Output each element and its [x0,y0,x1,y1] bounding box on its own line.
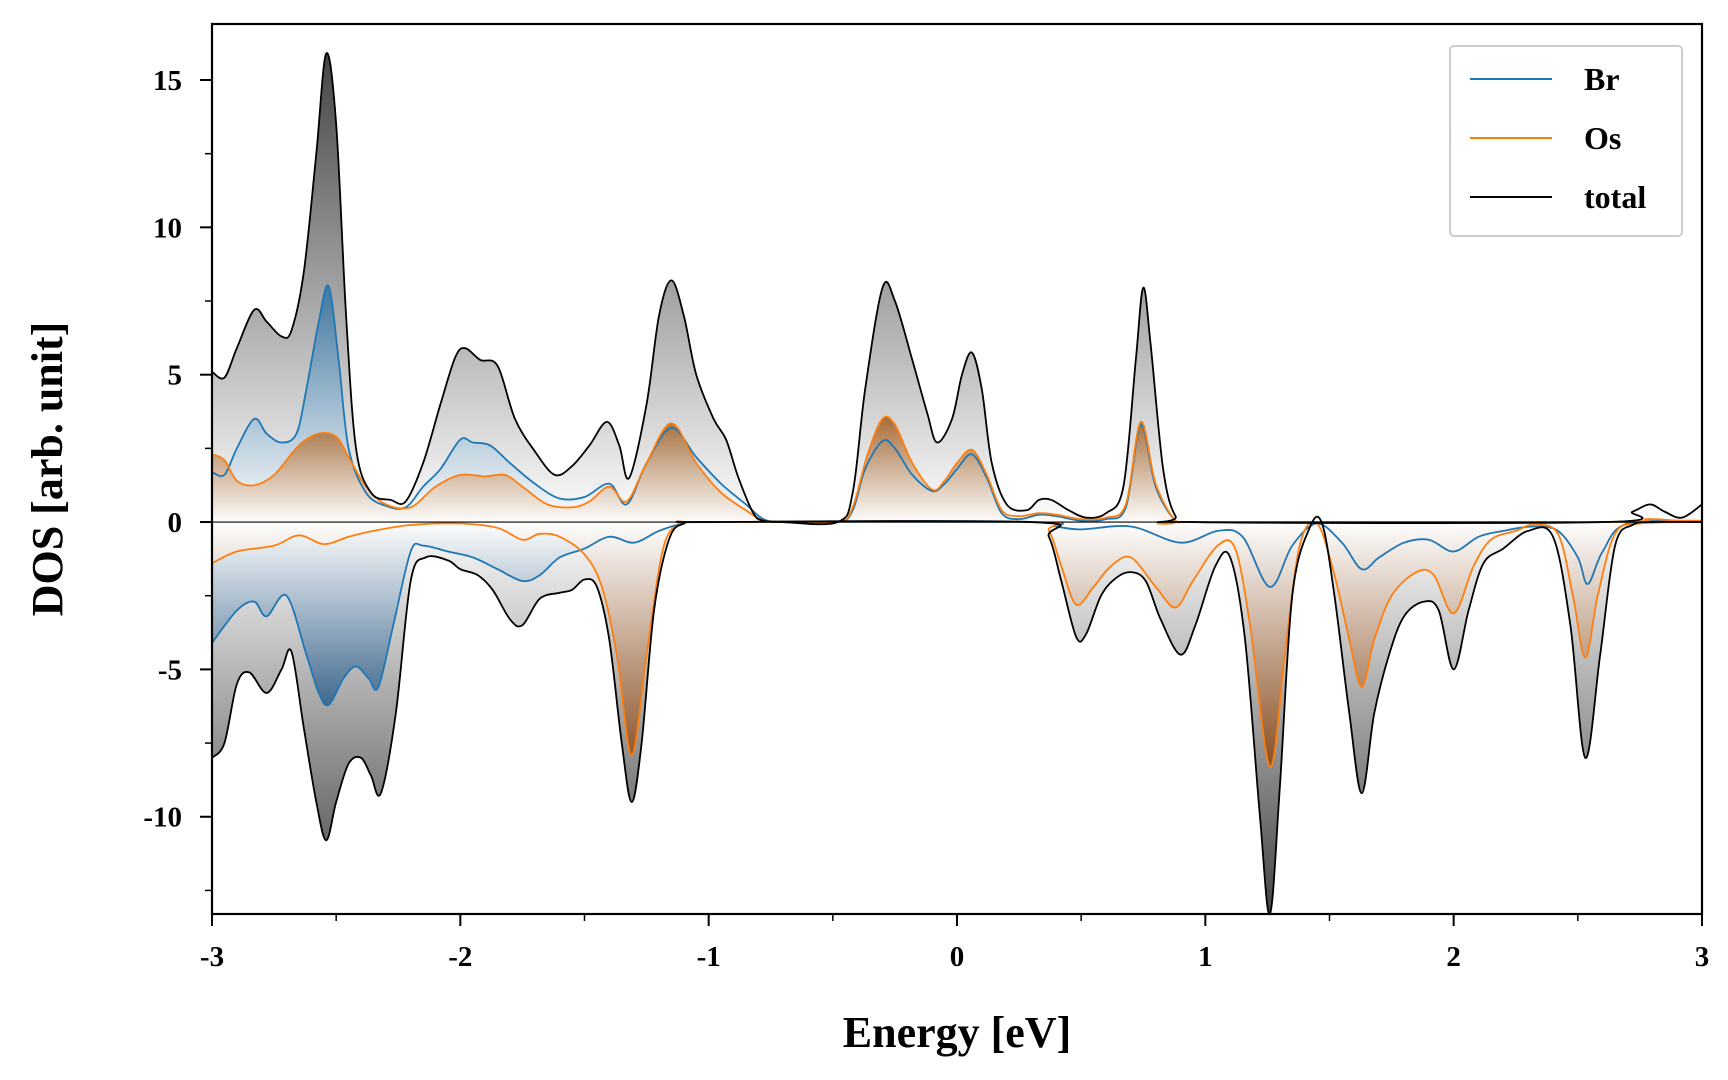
legend-label-total: total [1584,179,1646,215]
y-tick-label: -10 [143,802,182,834]
x-tick-label: -2 [448,941,472,973]
y-tick-label: 5 [168,360,183,392]
y-tick-label: 15 [153,65,182,97]
y-axis: -10 -5 0 5 10 15 [143,65,212,892]
fill-total-up [212,52,1702,525]
legend-label-os: Os [1584,120,1621,156]
legend-label-br: Br [1584,61,1620,97]
x-tick-label: -1 [697,941,721,973]
line-total-up [212,52,1702,526]
x-tick-label: 3 [1695,941,1710,973]
y-tick-label: 10 [153,212,182,244]
y-tick-label: 0 [168,507,183,539]
y-tick-label: -5 [158,654,182,686]
x-axis-label: Energy [eV] [843,1008,1072,1057]
legend-box [1449,45,1683,237]
legend-item-total: total [1470,179,1646,215]
x-axis: -3 -2 -1 0 1 2 3 [200,914,1709,973]
fill-br-down [212,520,1702,706]
legend: Br Os total [1449,45,1683,237]
x-tick-label: 0 [950,941,965,973]
line-total-down [212,515,1702,914]
legend-item-br: Br [1470,61,1620,97]
y-axis-label: DOS [arb. unit] [23,322,72,617]
x-tick-label: 2 [1446,941,1461,973]
legend-item-os: Os [1470,120,1621,156]
x-tick-label: -3 [200,941,224,973]
x-tick-label: 1 [1198,941,1213,973]
line-os-down [212,520,1702,768]
